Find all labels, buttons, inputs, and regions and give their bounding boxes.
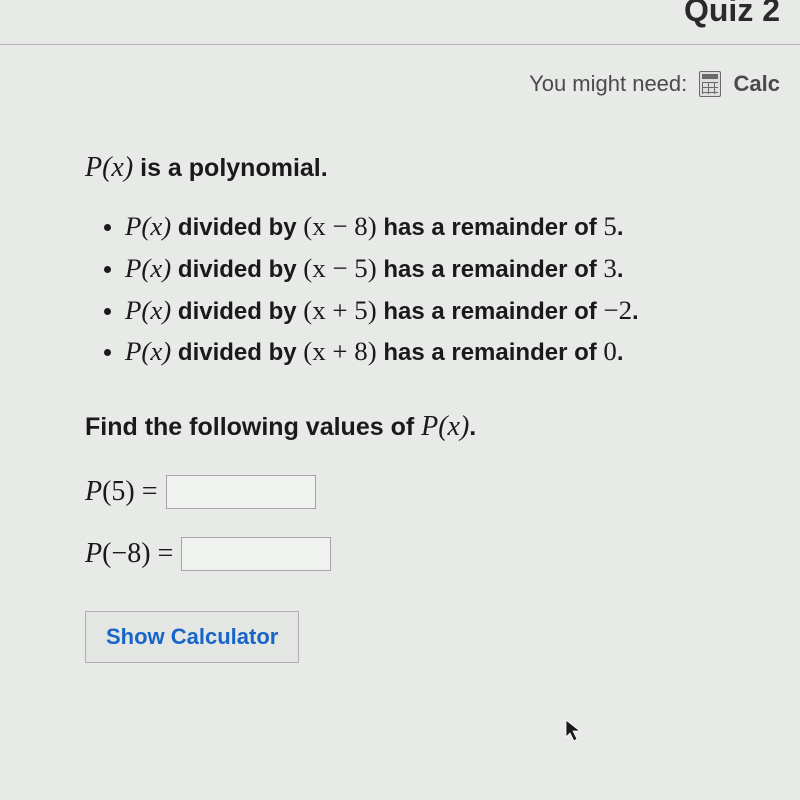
cond-text: has a remainder of — [377, 298, 604, 325]
show-calculator-button[interactable]: Show Calculator — [85, 611, 299, 663]
cond-remainder: 0 — [603, 336, 616, 366]
problem-content: P(x) is a polynomial. P(x) divided by (x… — [0, 97, 800, 663]
calculator-tool-label[interactable]: Calc — [734, 71, 780, 97]
cond-remainder: −2 — [603, 295, 632, 325]
cond-divisor: (x − 5) — [303, 253, 376, 283]
cursor-icon — [565, 719, 585, 745]
cond-func: P(x) — [125, 211, 171, 241]
intro-math: P(x) — [85, 152, 133, 183]
cond-text: divided by — [171, 298, 303, 325]
hint-label: You might need: — [529, 71, 687, 97]
cond-text: has a remainder of — [377, 214, 604, 241]
conditions-list: P(x) divided by (x − 8) has a remainder … — [85, 206, 730, 373]
answer-row: P(−8) = — [85, 537, 730, 571]
cond-text: divided by — [171, 339, 303, 366]
answer-row: P(5) = — [85, 475, 730, 509]
cond-text: . — [617, 339, 624, 366]
cond-text: . — [617, 214, 624, 241]
intro-text: is a polynomial. — [133, 154, 328, 182]
condition-item: P(x) divided by (x + 5) has a remainder … — [125, 290, 730, 332]
cond-divisor: (x + 8) — [303, 336, 376, 366]
cond-func: P(x) — [125, 336, 171, 366]
cond-divisor: (x + 5) — [303, 295, 376, 325]
problem-intro: P(x) is a polynomial. — [85, 152, 730, 184]
find-prompt-post: . — [469, 413, 476, 441]
condition-item: P(x) divided by (x − 5) has a remainder … — [125, 248, 730, 290]
cond-text: . — [617, 256, 624, 283]
quiz-title: Quiz 2 — [684, 0, 780, 29]
cond-remainder: 5 — [603, 211, 616, 241]
cond-text: has a remainder of — [377, 339, 604, 366]
answer-input-p5[interactable] — [166, 475, 316, 509]
answer-label: P(−8) = — [85, 538, 173, 570]
header: Quiz 2 — [0, 0, 800, 44]
cond-text: has a remainder of — [377, 256, 604, 283]
condition-item: P(x) divided by (x − 8) has a remainder … — [125, 206, 730, 248]
cond-divisor: (x − 8) — [303, 211, 376, 241]
answer-label: P(5) = — [85, 476, 158, 508]
cond-text: . — [632, 298, 639, 325]
condition-item: P(x) divided by (x + 8) has a remainder … — [125, 331, 730, 373]
cond-remainder: 3 — [603, 253, 616, 283]
calculator-icon[interactable] — [699, 71, 721, 97]
find-prompt-pre: Find the following values of — [85, 413, 421, 441]
cond-func: P(x) — [125, 253, 171, 283]
answer-input-pneg8[interactable] — [181, 537, 331, 571]
cond-func: P(x) — [125, 295, 171, 325]
hint-row: You might need: Calc — [0, 45, 800, 97]
find-prompt-math: P(x) — [421, 411, 469, 442]
cond-text: divided by — [171, 214, 303, 241]
find-prompt: Find the following values of P(x). — [85, 411, 730, 443]
cond-text: divided by — [171, 256, 303, 283]
